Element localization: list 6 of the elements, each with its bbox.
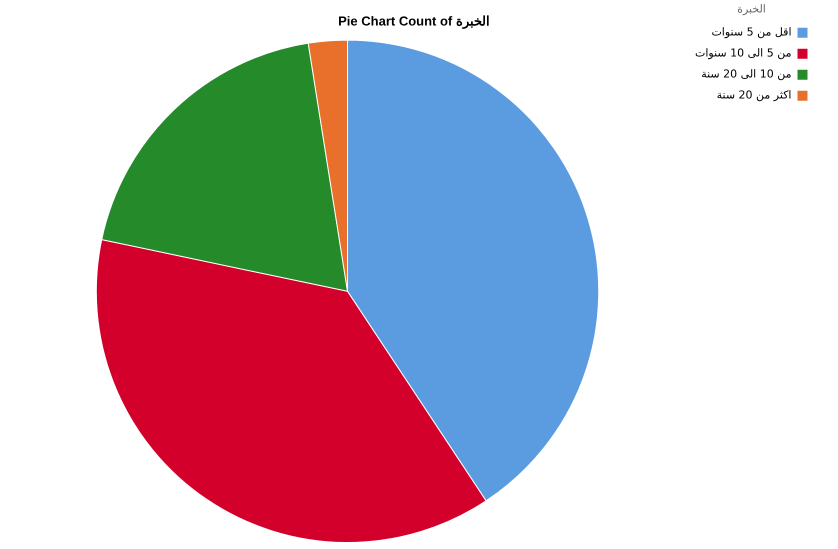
legend-label: من 5 الى 10 سنوات bbox=[695, 46, 792, 60]
chart-title: Pie Chart Count of الخبرة bbox=[338, 13, 490, 30]
legend-label: من 10 الى 20 سنة bbox=[701, 68, 792, 81]
legend-label: اكثر من 20 سنة bbox=[716, 88, 792, 102]
legend-label: اقل من 5 سنوات bbox=[711, 26, 792, 39]
legend-title: الخبرة bbox=[737, 2, 766, 16]
